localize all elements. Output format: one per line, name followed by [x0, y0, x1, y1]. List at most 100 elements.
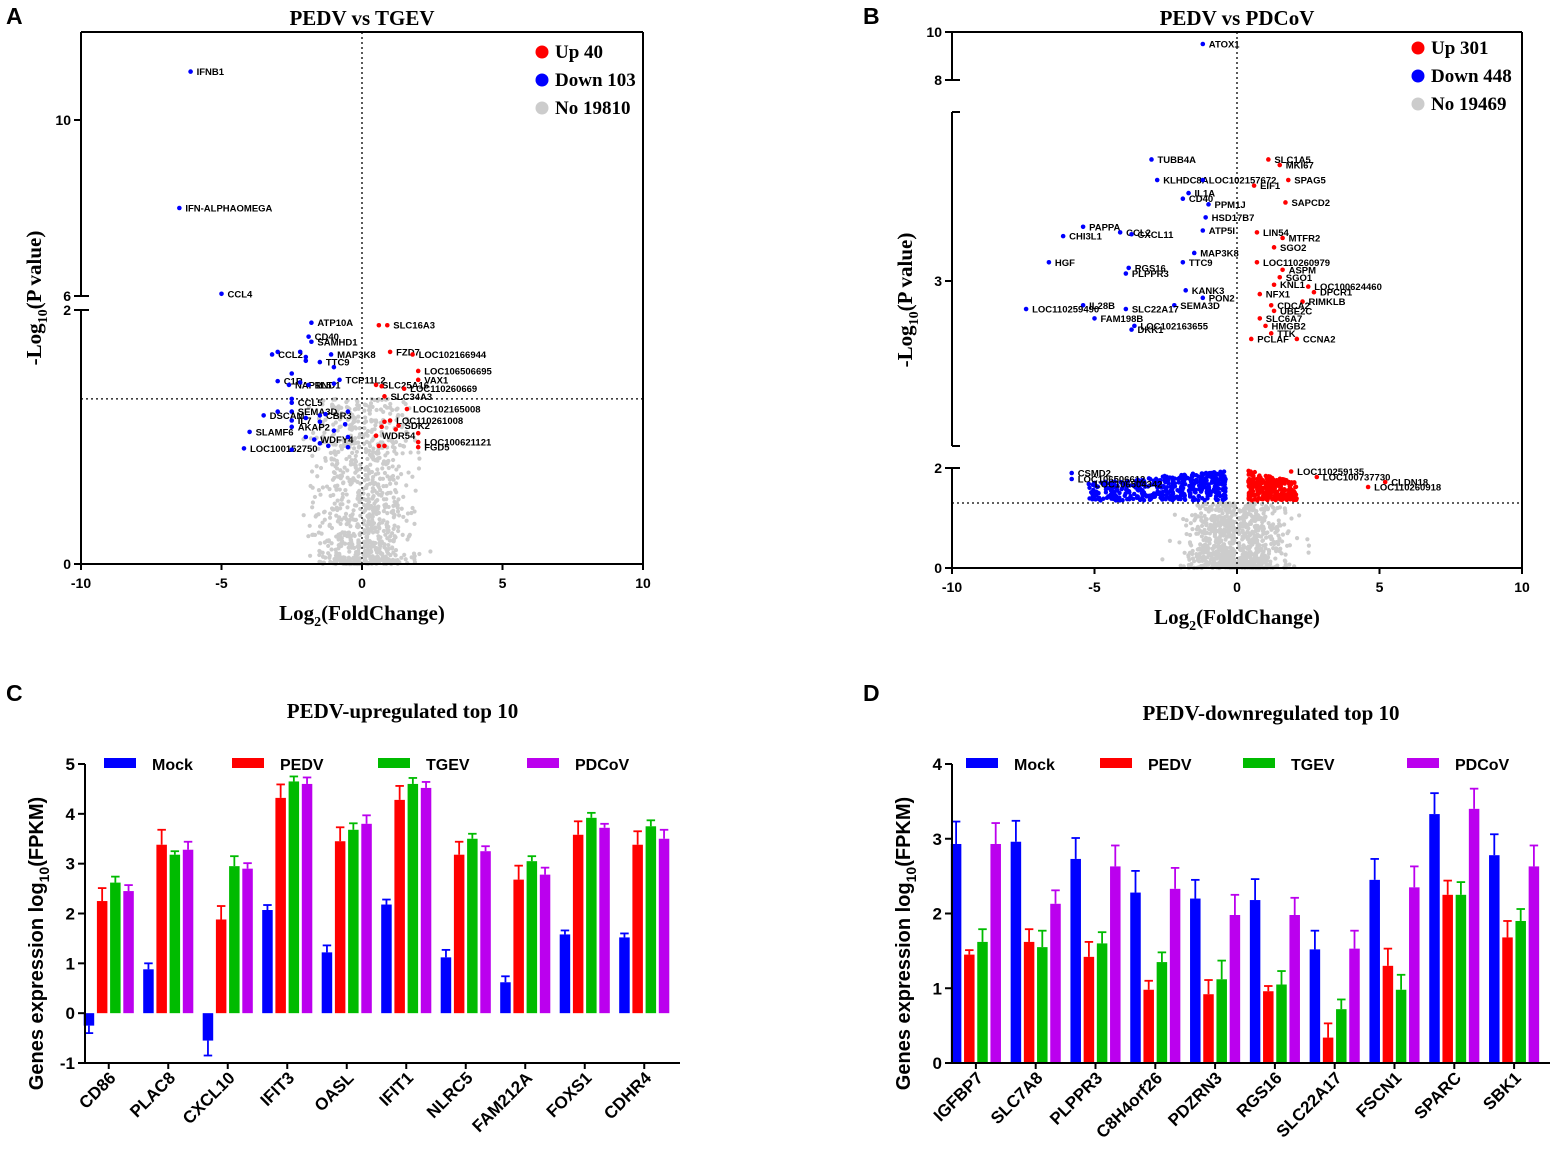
point-no — [328, 493, 333, 499]
point-no — [362, 426, 367, 431]
point-no — [356, 539, 361, 545]
point-no — [363, 497, 369, 503]
point-no — [1167, 538, 1173, 543]
point-down — [289, 396, 295, 402]
bar-pedv-PLPPR3 — [1083, 956, 1095, 1063]
panel-label-A: A — [6, 3, 23, 29]
point-down — [323, 411, 328, 417]
point-no — [1265, 555, 1271, 560]
point-no — [332, 470, 337, 476]
point-DKK1 — [1129, 327, 1134, 332]
point-no — [1241, 556, 1246, 561]
point-no — [1238, 521, 1244, 526]
legend-marker — [1411, 69, 1425, 83]
point-no — [357, 432, 363, 437]
point-no — [327, 515, 333, 520]
point-up — [1252, 469, 1258, 475]
point-no — [1224, 555, 1229, 561]
point-CCNA2 — [1294, 336, 1300, 342]
point-down — [275, 349, 281, 355]
point-down — [1220, 473, 1225, 478]
point-no — [400, 412, 405, 418]
point-SAMHD1 — [309, 339, 314, 345]
point-SLC34A3 — [382, 394, 387, 399]
point-down — [1217, 477, 1222, 483]
point-no — [1242, 512, 1247, 517]
bar-pdcov-NLRC5 — [480, 851, 491, 1014]
category-label: SLC7A8 — [987, 1068, 1047, 1128]
point-down — [1203, 470, 1209, 476]
bar-pdcov-C8H4orf26 — [1169, 888, 1181, 1063]
point-up — [1284, 478, 1289, 483]
point-no — [384, 525, 390, 530]
point-no — [367, 471, 372, 476]
point-down — [1118, 479, 1123, 485]
point-no — [1214, 556, 1219, 561]
point-down — [1131, 483, 1137, 489]
point-down — [297, 380, 303, 385]
point-SLAMF6 — [247, 429, 252, 435]
legend-label: TGEV — [426, 757, 470, 774]
point-no — [362, 408, 367, 413]
legend-label: Mock — [1014, 757, 1055, 774]
point-IL28B — [1080, 303, 1086, 308]
point-up — [1273, 493, 1279, 498]
point-no — [373, 509, 378, 514]
point-down — [1168, 493, 1174, 499]
point-no — [335, 406, 340, 411]
point-no — [309, 469, 315, 474]
point-down — [1164, 495, 1169, 500]
legend-label: Down 103 — [555, 70, 636, 91]
point-no — [1245, 505, 1250, 510]
point-up — [1249, 498, 1255, 503]
point-IL1A — [1186, 190, 1191, 196]
bar-pdcov-FSCN1 — [1409, 887, 1420, 1063]
gene-label: SDK2 — [405, 421, 430, 432]
bar-pedv-PLAC8 — [156, 844, 167, 1014]
point-no — [333, 442, 338, 447]
point-no — [1200, 503, 1205, 508]
point-no — [1231, 558, 1236, 564]
point-SAPCD2 — [1283, 200, 1288, 205]
point-down — [275, 409, 281, 414]
gene-label: LOC102165008 — [413, 405, 481, 416]
legend-label: Down 448 — [1431, 66, 1512, 87]
point-no — [1255, 532, 1260, 537]
legend-swatch-pdcov — [527, 758, 559, 768]
point-no — [322, 430, 327, 435]
bar-tgev-SBK1 — [1515, 920, 1526, 1063]
point-no — [346, 520, 351, 525]
point-no — [1261, 543, 1266, 548]
bar-tgev-FSCN1 — [1395, 989, 1407, 1063]
bar-mock-NLRC5 — [440, 957, 452, 1014]
point-no — [331, 432, 337, 437]
y-tick-label: 1 — [933, 979, 942, 998]
point-no — [1242, 560, 1247, 565]
category-label: RGS16 — [1233, 1068, 1286, 1121]
point-down — [331, 381, 337, 386]
point-no — [393, 553, 398, 558]
point-SEMA3D — [1172, 303, 1177, 308]
point-no — [1261, 560, 1267, 565]
bar-tgev-SPARC — [1455, 894, 1467, 1063]
point-no — [376, 504, 381, 509]
point-down — [289, 371, 295, 376]
x-tick-label: 10 — [1514, 579, 1530, 595]
point-no — [323, 456, 328, 461]
point-down — [317, 419, 323, 425]
point-no — [381, 518, 386, 523]
point-down — [303, 358, 309, 364]
bar-tgev-PDZRN3 — [1216, 979, 1227, 1063]
point-no — [388, 490, 393, 495]
point-no — [351, 508, 356, 513]
point-no — [1210, 502, 1215, 507]
point-no — [306, 534, 311, 539]
point-no — [355, 419, 361, 424]
point-no — [1305, 537, 1310, 542]
y-tick-label: 3 — [934, 273, 942, 289]
point-LOC102157672 — [1200, 177, 1206, 183]
gene-label: NAP1L5 — [295, 380, 332, 391]
bar-tgev-IFIT3 — [288, 781, 300, 1014]
point-no — [357, 444, 362, 449]
point-PCLAF — [1248, 336, 1254, 342]
